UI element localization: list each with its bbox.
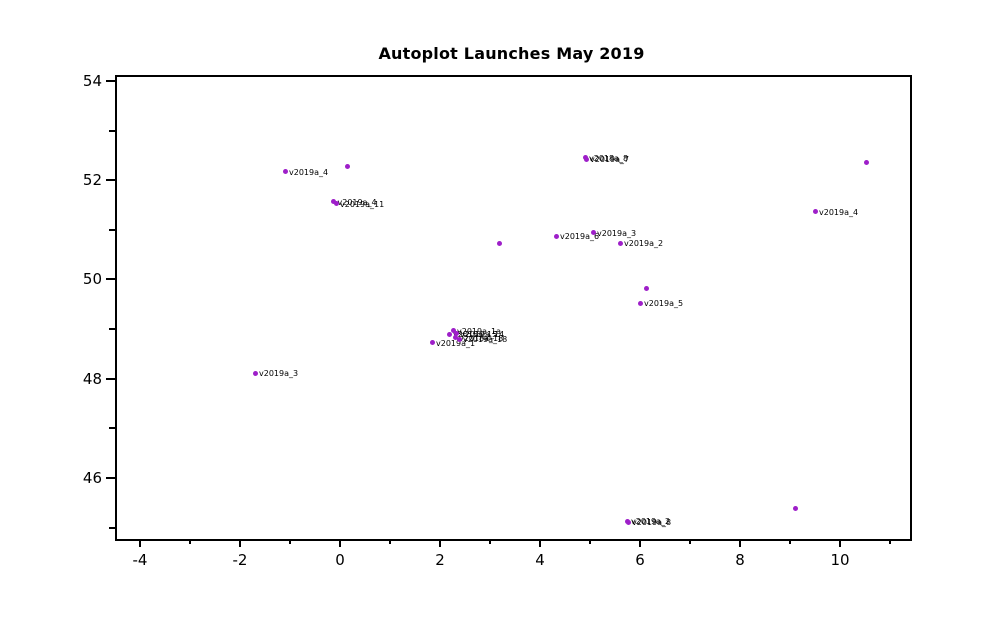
launch-point[interactable] xyxy=(429,340,435,346)
launch-label: v2019a_4 xyxy=(289,167,329,177)
launch-point[interactable] xyxy=(452,335,458,340)
launch-point[interactable] xyxy=(496,240,502,246)
launch-label: v2019a_2 xyxy=(624,239,664,249)
y-tick-label: 48 xyxy=(82,369,102,388)
launch-label: v2019a_6 xyxy=(560,232,600,242)
x-major-tick xyxy=(339,539,341,547)
y-major-tick xyxy=(106,179,115,182)
x-major-tick xyxy=(439,539,441,547)
y-minor-tick xyxy=(109,526,115,529)
y-tick-label: 52 xyxy=(82,171,102,190)
launch-label: v2019a_5 xyxy=(644,299,684,309)
launch-label: v2019a_11 xyxy=(340,199,385,209)
y-tick-label: 46 xyxy=(82,468,102,487)
y-tick-label: 50 xyxy=(82,270,102,289)
x-tick-label: 0 xyxy=(335,551,345,569)
launch-point[interactable] xyxy=(625,519,631,525)
launch-label: v2019a_3 xyxy=(259,369,299,379)
x-tick-label: 6 xyxy=(635,551,645,569)
launch-label: v2019a_1 xyxy=(436,338,476,348)
x-minor-tick xyxy=(689,539,691,544)
launch-label: v2019a_14 xyxy=(460,329,505,339)
launch-label: v2019a_4 xyxy=(337,197,377,207)
launch-label: v2019a_4 xyxy=(819,207,859,217)
launch-point[interactable] xyxy=(617,240,623,246)
launch-point[interactable] xyxy=(453,331,459,337)
x-minor-tick xyxy=(589,539,591,544)
launch-point[interactable] xyxy=(282,169,288,175)
x-minor-tick xyxy=(789,539,791,544)
launch-point[interactable] xyxy=(333,201,339,207)
launch-point[interactable] xyxy=(252,370,258,376)
launch-point[interactable] xyxy=(344,164,350,170)
x-tick-label: 4 xyxy=(535,551,545,569)
launch-point[interactable] xyxy=(792,505,798,511)
y-minor-tick xyxy=(109,427,115,430)
x-minor-tick xyxy=(289,539,291,544)
launch-label: v2019a_8 xyxy=(632,518,672,528)
chart-title: Autoplot Launches May 2019 xyxy=(378,44,645,63)
launch-label: v2019a_18 xyxy=(463,335,508,345)
launch-label: v2019a_3 xyxy=(597,228,637,238)
y-tick-label: 54 xyxy=(82,71,102,90)
x-minor-tick xyxy=(889,539,891,544)
launch-label: v2019a_7 xyxy=(590,155,630,165)
y-major-tick xyxy=(106,278,115,281)
launch-point[interactable] xyxy=(863,160,869,166)
x-tick-label: -4 xyxy=(132,551,148,569)
launch-point[interactable] xyxy=(643,286,649,292)
launch-point[interactable] xyxy=(812,209,818,215)
x-minor-tick xyxy=(489,539,491,544)
x-major-tick xyxy=(539,539,541,547)
y-major-tick xyxy=(106,79,115,82)
launch-label: v2018a_18 xyxy=(459,333,504,343)
launch-label: v2018a_15 xyxy=(453,330,498,340)
launch-point[interactable] xyxy=(637,300,643,306)
launch-label: v2018a_8 xyxy=(589,153,629,163)
y-minor-tick xyxy=(109,328,115,331)
launch-point[interactable] xyxy=(456,336,462,342)
x-tick-label: 10 xyxy=(830,551,850,569)
launch-point[interactable] xyxy=(583,156,589,162)
launch-label: v2019a_1a xyxy=(457,326,501,336)
plot-area[interactable] xyxy=(115,75,912,541)
x-major-tick xyxy=(239,539,241,547)
launch-point[interactable] xyxy=(553,233,559,239)
y-minor-tick xyxy=(109,228,115,231)
launch-point[interactable] xyxy=(446,331,452,337)
x-tick-label: 2 xyxy=(435,551,445,569)
x-major-tick xyxy=(739,539,741,547)
x-minor-tick xyxy=(189,539,191,544)
x-tick-label: 8 xyxy=(735,551,745,569)
y-minor-tick xyxy=(109,129,115,132)
launch-point[interactable] xyxy=(450,328,456,334)
y-major-tick xyxy=(106,476,115,479)
x-major-tick xyxy=(639,539,641,547)
y-major-tick xyxy=(106,377,115,380)
x-major-tick xyxy=(139,539,141,547)
x-major-tick xyxy=(839,539,841,547)
x-tick-label: -2 xyxy=(232,551,248,569)
x-minor-tick xyxy=(389,539,391,544)
launch-point[interactable] xyxy=(590,230,596,236)
launch-label: v2019a_2 xyxy=(631,517,671,527)
